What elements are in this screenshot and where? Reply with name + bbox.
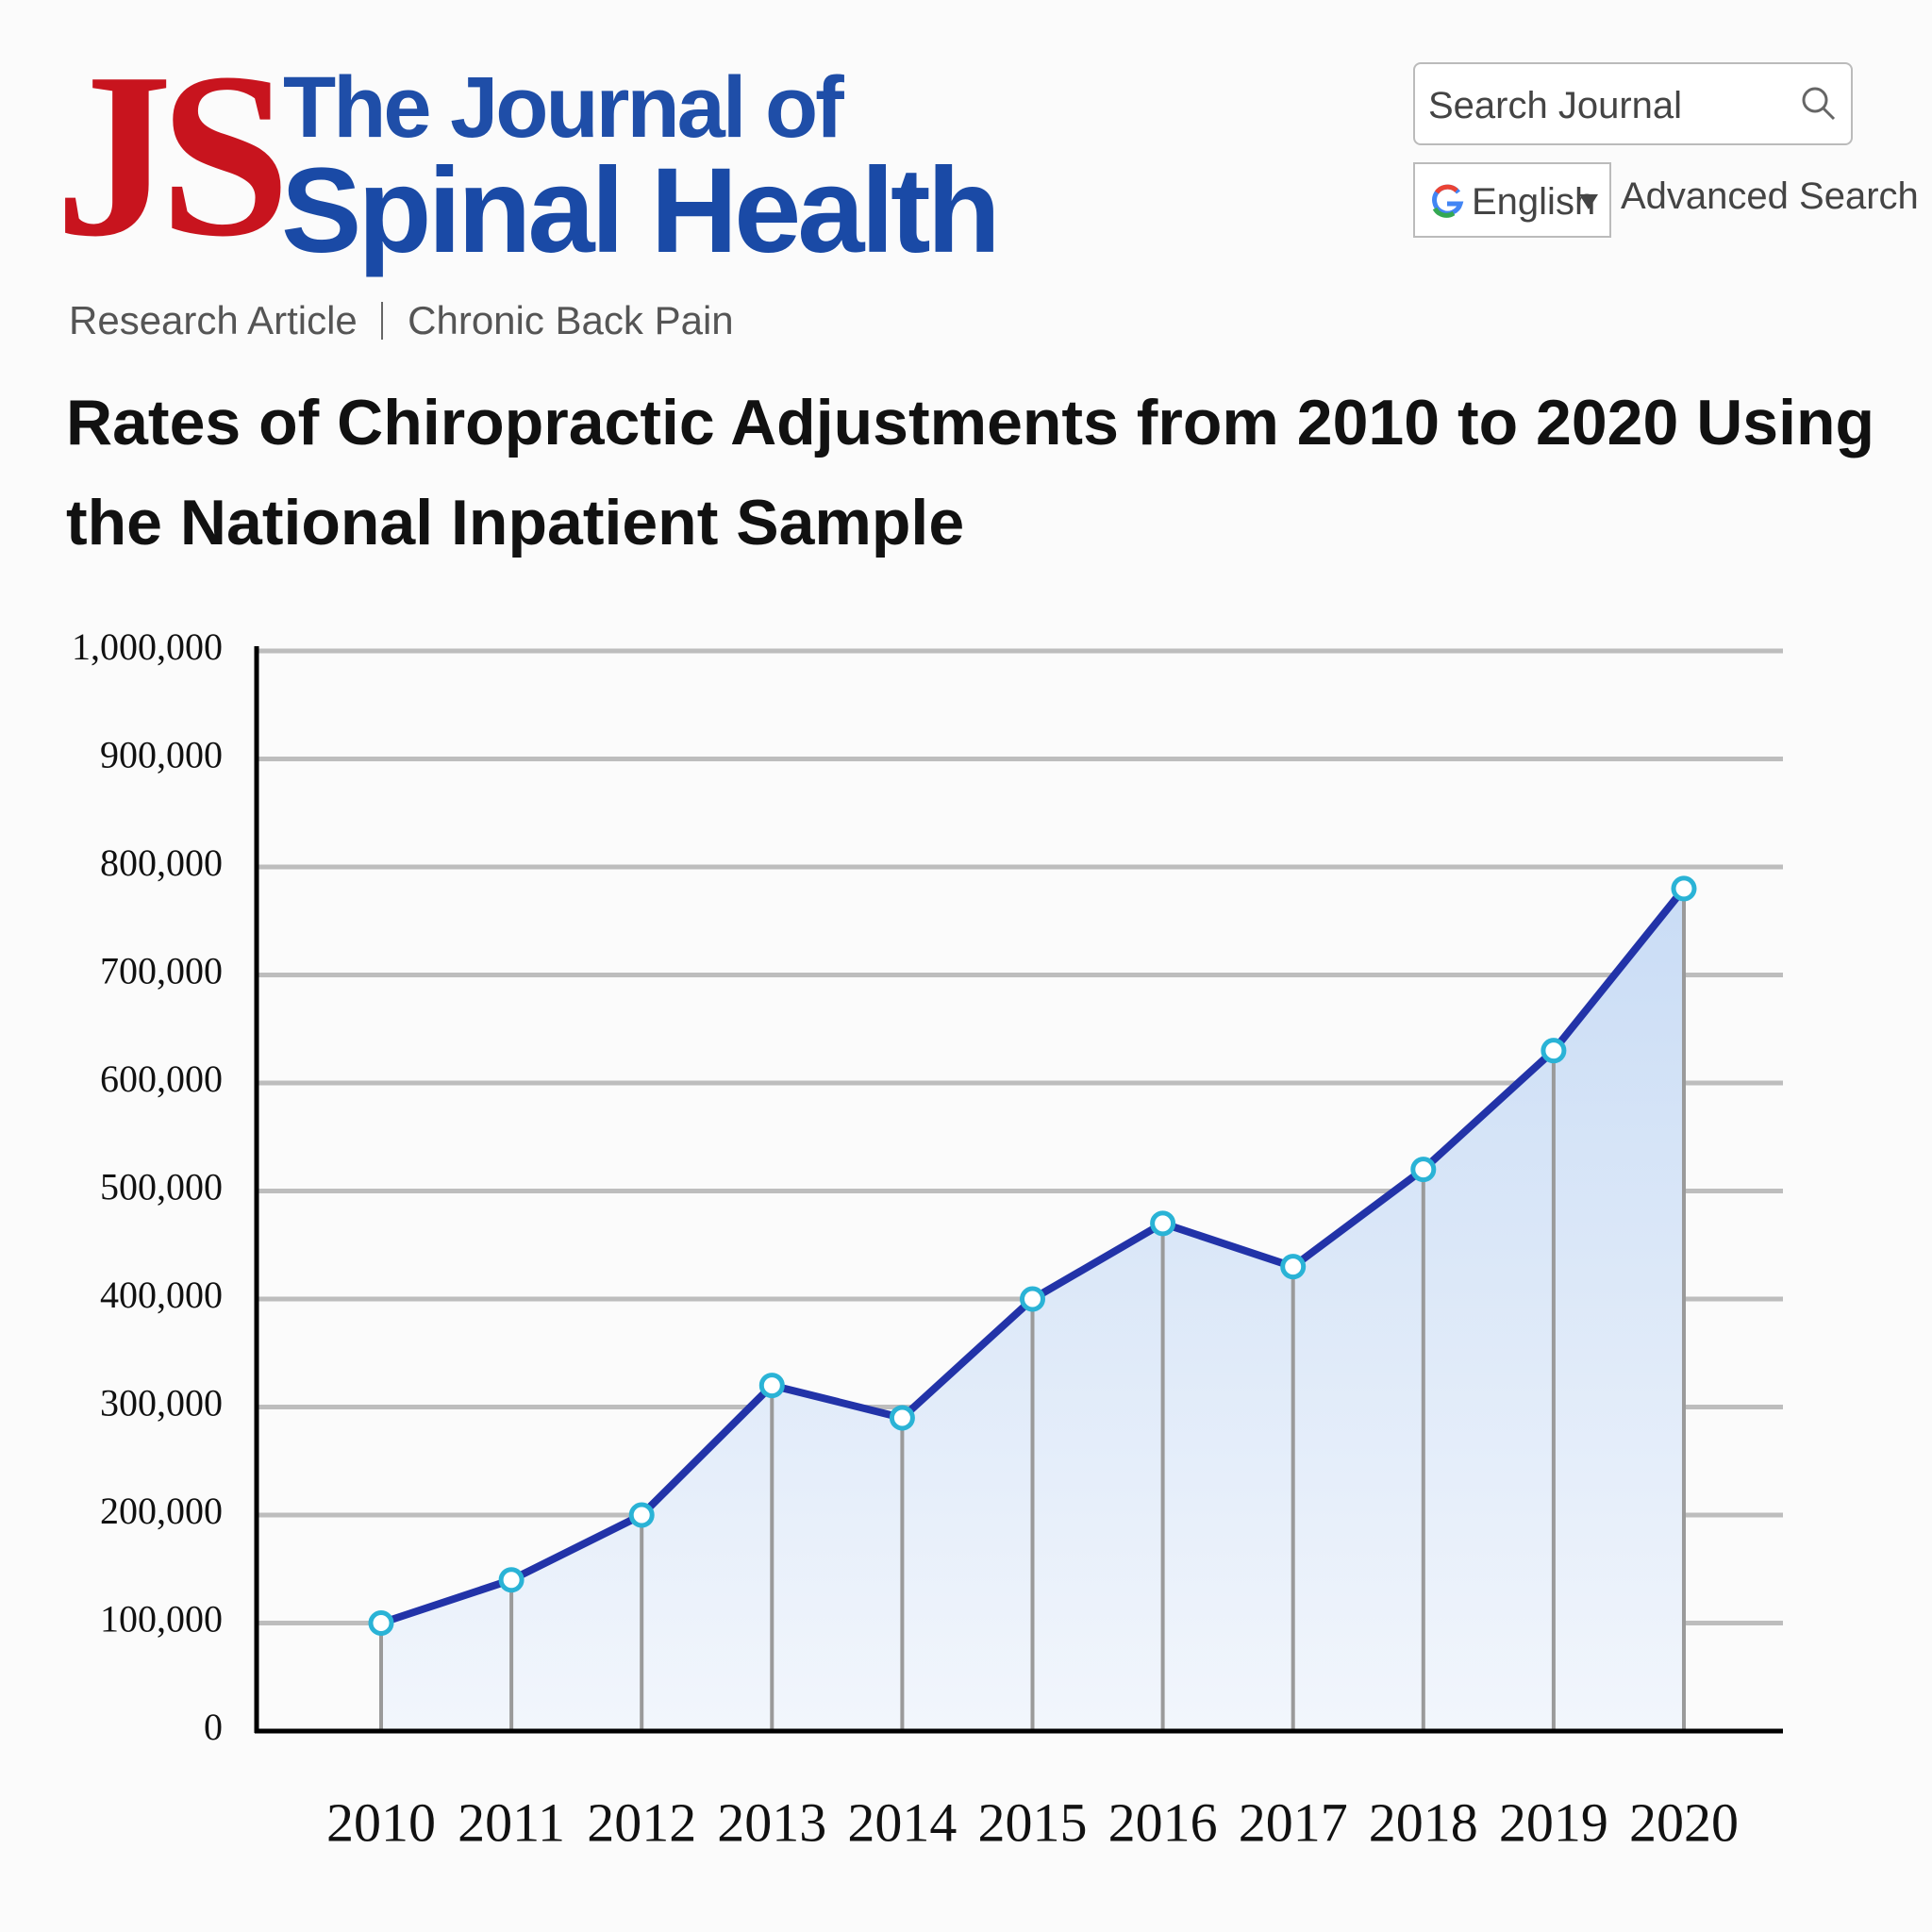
journal-name[interactable]: The Journal of — [283, 59, 844, 156]
y-tick-label: 400,000 — [100, 1274, 223, 1316]
y-tick-label: 300,000 — [100, 1382, 223, 1424]
x-tick-label: 2010 — [326, 1791, 436, 1853]
dropdown-arrow — [1579, 194, 1598, 209]
y-tick-label: 600,000 — [100, 1058, 223, 1100]
search-placeholder: Search Journal — [1428, 85, 1683, 126]
x-tick-label: 2015 — [978, 1791, 1088, 1853]
data-point — [758, 1373, 785, 1399]
y-tick-label: 800,000 — [100, 841, 223, 884]
data-point — [498, 1567, 525, 1593]
x-tick-label: 2014 — [847, 1791, 957, 1853]
y-tick-label: 700,000 — [100, 950, 223, 992]
article-title: Rates of Chiropractic Adjustments from 2… — [66, 387, 1875, 558]
y-tick-label: 500,000 — [100, 1166, 223, 1208]
x-tick-label: 2012 — [587, 1791, 696, 1853]
data-point — [1671, 875, 1697, 902]
language-label: English — [1472, 181, 1596, 223]
breadcrumb: Research Article Chronic Back Pain — [69, 298, 734, 343]
data-point — [1410, 1157, 1437, 1183]
separator — [381, 302, 384, 340]
language-select[interactable]: English — [1413, 162, 1611, 238]
search-icon[interactable] — [1800, 85, 1838, 123]
breadcrumb-item[interactable]: Chronic Back Pain — [408, 298, 734, 342]
x-tick-label: 2016 — [1108, 1791, 1218, 1853]
journal-name[interactable]: Spinal Health — [281, 143, 1001, 278]
journal-logo[interactable]: JS — [55, 25, 291, 286]
data-point — [368, 1610, 394, 1636]
y-tick-label: 0 — [204, 1706, 223, 1748]
x-tick-label: 2011 — [458, 1791, 565, 1853]
data-point — [1280, 1254, 1307, 1280]
y-tick-label: 200,000 — [100, 1490, 223, 1532]
data-point — [1150, 1210, 1176, 1237]
x-tick-label: 2013 — [717, 1791, 826, 1853]
x-tick-label: 2017 — [1239, 1791, 1348, 1853]
x-tick-label: 2020 — [1629, 1791, 1739, 1853]
x-tick-label: 2019 — [1499, 1791, 1608, 1853]
google-icon — [1432, 184, 1464, 218]
advanced-search-link[interactable]: Advanced Search — [1621, 175, 1919, 217]
data-point — [1020, 1286, 1045, 1312]
y-tick-label: 900,000 — [100, 734, 223, 776]
data-point — [628, 1502, 655, 1528]
y-tick-label: 1,000,000 — [72, 625, 223, 668]
data-point — [1541, 1038, 1567, 1064]
data-point — [889, 1405, 915, 1431]
x-tick-label: 2018 — [1369, 1791, 1478, 1853]
breadcrumb-item[interactable]: Research Article — [69, 298, 358, 342]
search-box[interactable]: Search Journal — [1413, 62, 1853, 145]
y-tick-label: 100,000 — [100, 1598, 223, 1641]
